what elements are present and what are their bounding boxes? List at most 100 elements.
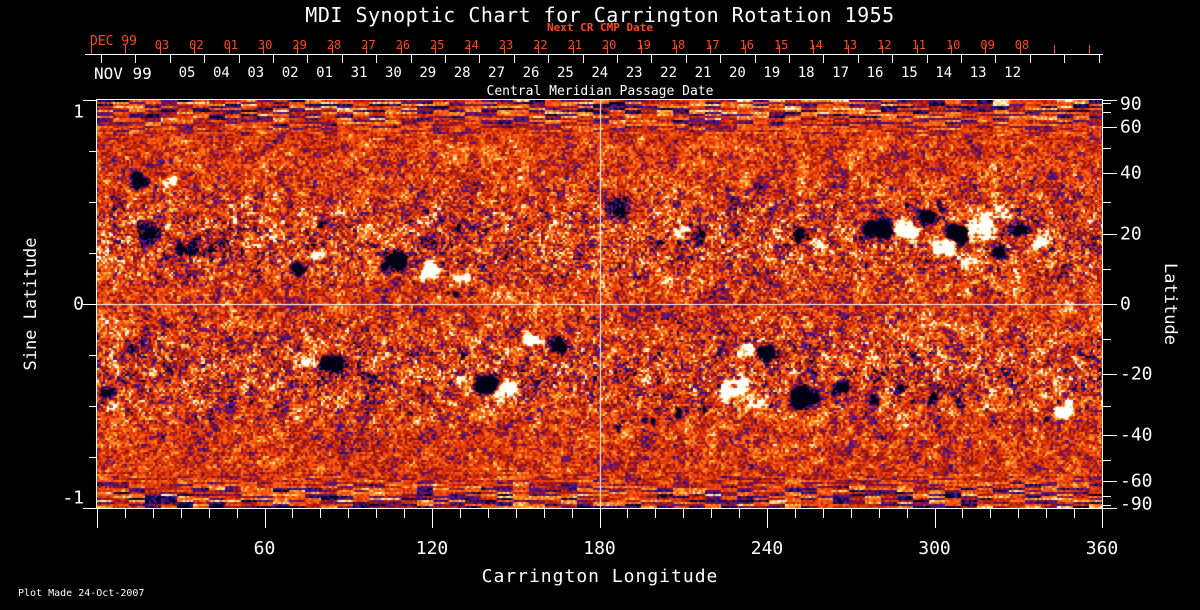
y-right-tick-label: 60 (1120, 116, 1142, 138)
cmp-date-tick (823, 54, 825, 63)
x-axis-tick (990, 508, 992, 518)
cmp-date-label: 25 (556, 65, 574, 81)
y-right-tick-label: -40 (1120, 424, 1153, 446)
x-axis-tick (850, 508, 852, 518)
next-cr-date-label: 10 (945, 38, 961, 52)
next-cr-tick (675, 45, 677, 54)
cmp-date-tick (1098, 54, 1100, 63)
next-cr-tick (538, 45, 540, 54)
next-cr-date-label: 24 (464, 38, 479, 52)
next-cr-date-label: 29 (292, 38, 307, 52)
cmp-date-label: 12 (1004, 65, 1022, 81)
cmp-date-label: 01 (316, 65, 334, 81)
next-cr-date-label: 23 (498, 38, 514, 52)
x-axis-tick (655, 508, 657, 518)
next-cr-date-label: 28 (326, 38, 342, 52)
x-axis-tick (208, 508, 210, 518)
cmp-date-tick (582, 54, 584, 63)
x-axis-tick (264, 508, 266, 528)
next-cr-tick (1054, 45, 1056, 54)
cmp-date-tick (101, 54, 102, 63)
next-cr-tick (469, 45, 471, 54)
y-right-tick (1103, 339, 1111, 341)
cmp-date-label: 18 (797, 65, 815, 81)
cmp-date-tick (307, 54, 309, 63)
cmp-date-tick (273, 54, 274, 63)
cmp-axis-title: Central Meridian Passage Date (486, 84, 714, 99)
next-cr-date-label: 01 (223, 38, 239, 52)
next-cr-tick (366, 45, 368, 54)
next-cr-tick (882, 45, 884, 54)
y-right-tick-major (1103, 234, 1117, 236)
cmp-date-label: 02 (281, 65, 299, 81)
x-axis-tick-label: 120 (415, 538, 449, 559)
y-right-tick-major (1103, 100, 1117, 101)
cmp-date-tick (169, 54, 171, 63)
cmp-date-tick (995, 54, 997, 63)
next-cr-date-label: 12 (877, 38, 892, 52)
next-cr-tick (916, 45, 918, 54)
cmp-date-tick (1064, 54, 1066, 63)
x-axis-tick (152, 508, 154, 518)
x-axis-tick (934, 508, 936, 528)
page-title: MDI Synoptic Chart for Carrington Rotati… (305, 3, 895, 27)
y-right-tick (1103, 495, 1111, 497)
next-cr-date-label: 16 (739, 38, 755, 52)
x-axis-tick (348, 508, 350, 518)
cmp-date-tick (926, 54, 928, 63)
y-right-tick-major (1103, 127, 1117, 129)
cmp-date-label: 15 (900, 65, 918, 81)
x-axis-tick (767, 508, 768, 528)
y-right-tick-major (1103, 508, 1117, 509)
x-axis-tick (822, 508, 824, 518)
magnetogram-canvas (97, 100, 1102, 508)
next-cr-tick (951, 45, 952, 54)
cmp-date-tick (204, 54, 206, 63)
x-axis-tick (878, 508, 880, 518)
x-axis-tick (404, 508, 406, 518)
y-left-tick-label: 0 (73, 293, 84, 315)
y-right-tick (1103, 504, 1111, 506)
x-axis-tick (1018, 508, 1020, 518)
cmp-date-tick (135, 54, 137, 63)
x-axis-tick-label: 360 (1085, 538, 1119, 559)
next-cr-tick (297, 45, 299, 54)
x-axis-tick (515, 508, 517, 518)
x-axis-tick (739, 508, 741, 518)
next-cr-tick (91, 45, 92, 54)
cmp-date-tick (479, 54, 481, 63)
next-cr-date-label: 19 (636, 38, 651, 52)
y-left-tick (89, 406, 97, 407)
y-right-tick-label: -60 (1120, 470, 1153, 492)
y-right-tick-major (1103, 172, 1117, 174)
cmp-date-label: 17 (832, 65, 850, 81)
next-cr-date-label: 30 (257, 38, 273, 52)
y-left-tick-label: 1 (73, 101, 84, 123)
cmp-date-label: 13 (969, 65, 987, 81)
y-left-tick (83, 508, 97, 509)
next-cr-tick (1019, 45, 1021, 54)
y-right-tick-major (1103, 435, 1117, 437)
cmp-date-tick (685, 54, 687, 63)
x-axis-tick (459, 508, 461, 518)
next-cr-tick (159, 45, 161, 54)
x-axis-tick (1074, 508, 1076, 518)
cmp-date-label: 30 (384, 65, 402, 81)
cmp-date-tick (961, 54, 962, 63)
next-cr-tick (779, 45, 780, 54)
y-right-tick (1103, 268, 1111, 270)
next-cr-tick (228, 45, 230, 54)
x-axis-tick (124, 508, 126, 518)
cmp-date-tick (720, 54, 722, 63)
cmp-date-label: 21 (694, 65, 712, 81)
cmp-date-label: 16 (866, 65, 884, 81)
cmp-date-tick (651, 54, 653, 63)
next-cr-date-label: 03 (154, 38, 170, 52)
x-axis-tick (906, 508, 908, 518)
y-right-tick (1103, 103, 1111, 105)
x-axis-tick-label: 60 (253, 538, 276, 559)
y-right-tick-major (1103, 304, 1117, 305)
cmp-date-label: 24 (591, 65, 609, 81)
next-cr-date-label: 27 (361, 38, 376, 52)
cmp-date-label: 29 (419, 65, 437, 81)
